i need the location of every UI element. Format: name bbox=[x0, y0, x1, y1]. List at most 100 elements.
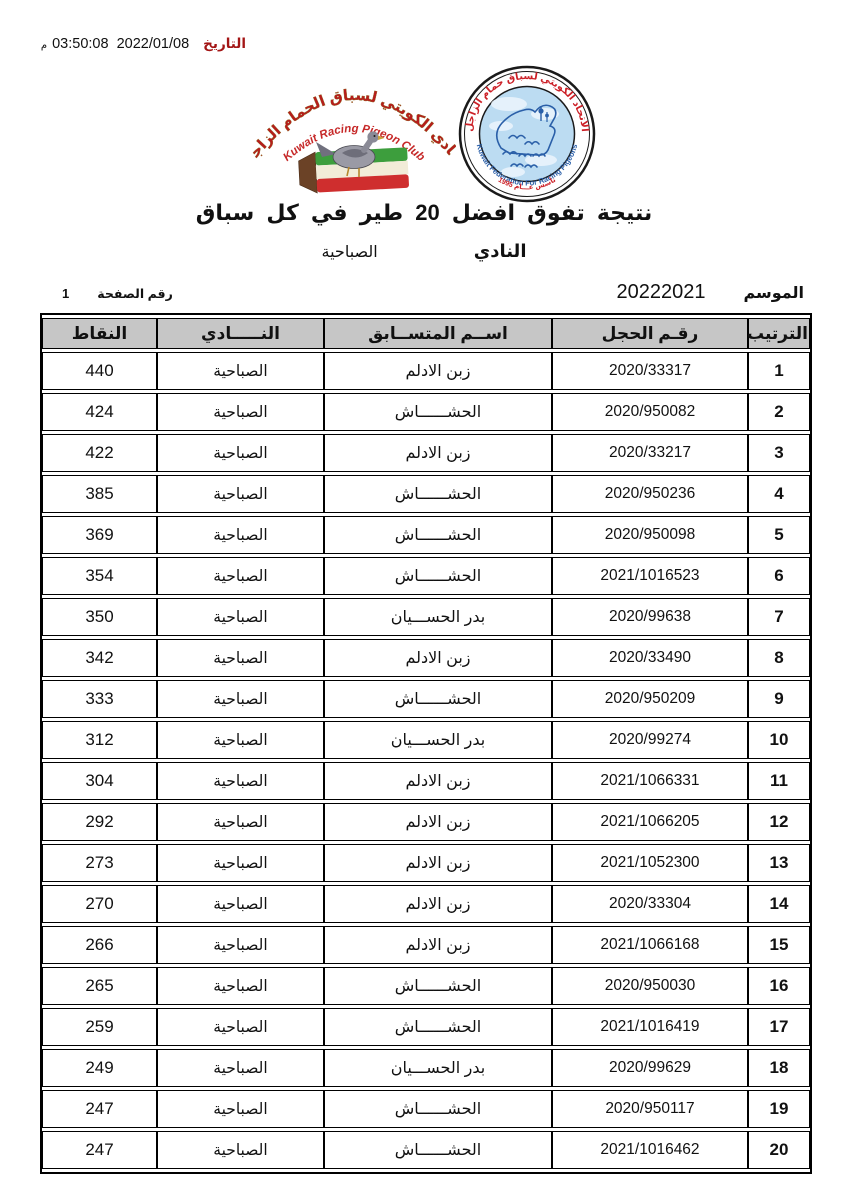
points-cell: 369 bbox=[42, 516, 157, 554]
points-cell: 266 bbox=[42, 926, 157, 964]
table-row: 5 2020/950098 الحشــــــاش الصباحية 369 bbox=[42, 516, 810, 554]
ring-number-cell: 2021/1066331 bbox=[552, 762, 748, 800]
season-value: 20222021 bbox=[616, 281, 706, 303]
points-cell: 270 bbox=[42, 885, 157, 923]
table-row: 18 2020/99629 بدر الحســـيان الصباحية 24… bbox=[42, 1049, 810, 1087]
club-cell: الصباحية bbox=[157, 1090, 324, 1128]
table-row: 2 2020/950082 الحشــــــاش الصباحية 424 bbox=[42, 393, 810, 431]
ring-number-cell: 2021/1016419 bbox=[552, 1008, 748, 1046]
club-label: النادي bbox=[473, 241, 527, 261]
table-header-row: الترتيب رقـم الحجل اســم المتســابق النـ… bbox=[42, 318, 810, 349]
table-row: 10 2020/99274 بدر الحســـيان الصباحية 31… bbox=[42, 721, 810, 759]
table-row: 13 2021/1052300 زبن الادلم الصباحية 273 bbox=[42, 844, 810, 882]
table-row: 14 2020/33304 زبن الادلم الصباحية 270 bbox=[42, 885, 810, 923]
points-cell: 247 bbox=[42, 1090, 157, 1128]
competitor-name-cell: الحشــــــاش bbox=[324, 1090, 552, 1128]
club-cell: الصباحية bbox=[157, 598, 324, 636]
season-row: الموسم 20222021 bbox=[616, 281, 804, 304]
meridiem-label: م bbox=[40, 40, 48, 51]
table-row: 16 2020/950030 الحشــــــاش الصباحية 265 bbox=[42, 967, 810, 1005]
table-row: 11 2021/1066331 زبن الادلم الصباحية 304 bbox=[42, 762, 810, 800]
table-row: 19 2020/950117 الحشــــــاش الصباحية 247 bbox=[42, 1090, 810, 1128]
club-cell: الصباحية bbox=[157, 803, 324, 841]
ring-number-cell: 2021/1016462 bbox=[552, 1131, 748, 1169]
table-row: 17 2021/1016419 الحشــــــاش الصباحية 25… bbox=[42, 1008, 810, 1046]
points-cell: 265 bbox=[42, 967, 157, 1005]
club-cell: الصباحية bbox=[157, 1008, 324, 1046]
results-table: الترتيب رقـم الحجل اســم المتســابق النـ… bbox=[40, 313, 812, 1174]
rank-cell: 7 bbox=[748, 598, 810, 636]
club-cell: الصباحية bbox=[157, 926, 324, 964]
ring-number-cell: 2020/950030 bbox=[552, 967, 748, 1005]
club-cell: الصباحية bbox=[157, 516, 324, 554]
ring-number-cell: 2021/1066168 bbox=[552, 926, 748, 964]
ring-number-cell: 2020/950117 bbox=[552, 1090, 748, 1128]
ring-number-cell: 2020/33317 bbox=[552, 352, 748, 390]
competitor-name-cell: بدر الحســـيان bbox=[324, 721, 552, 759]
competitor-name-cell: زبن الادلم bbox=[324, 926, 552, 964]
club-cell: الصباحية bbox=[157, 1131, 324, 1169]
rank-cell: 16 bbox=[748, 967, 810, 1005]
clouds-graphic bbox=[489, 97, 559, 177]
pigeon-graphic bbox=[316, 131, 385, 177]
rank-cell: 10 bbox=[748, 721, 810, 759]
club-logo: النادي الكويتي لسباق الحمام الزاجل Kuwai… bbox=[252, 70, 456, 194]
club-cell: الصباحية bbox=[157, 844, 324, 882]
rank-cell: 8 bbox=[748, 639, 810, 677]
federation-logo: الاتحاد الكويتي لسباق حمام الزاجل Kuwait… bbox=[458, 65, 596, 203]
ring-number-cell: 2020/99274 bbox=[552, 721, 748, 759]
ring-number-cell: 2020/33217 bbox=[552, 434, 748, 472]
rank-cell: 6 bbox=[748, 557, 810, 595]
ring-number-cell: 2020/33490 bbox=[552, 639, 748, 677]
page-title: نتيجة تفوق افضل 20 طير في كل سباق bbox=[195, 200, 653, 225]
competitor-name-cell: الحشــــــاش bbox=[324, 1131, 552, 1169]
rank-cell: 5 bbox=[748, 516, 810, 554]
competitor-name-cell: زبن الادلم bbox=[324, 762, 552, 800]
club-cell: الصباحية bbox=[157, 680, 324, 718]
competitor-name-cell: الحشــــــاش bbox=[324, 393, 552, 431]
points-cell: 350 bbox=[42, 598, 157, 636]
club-cell: الصباحية bbox=[157, 475, 324, 513]
competitor-name-cell: زبن الادلم bbox=[324, 844, 552, 882]
table-row: 6 2021/1016523 الحشــــــاش الصباحية 354 bbox=[42, 557, 810, 595]
club-cell: الصباحية bbox=[157, 885, 324, 923]
rank-cell: 18 bbox=[748, 1049, 810, 1087]
table-row: 20 2021/1016462 الحشــــــاش الصباحية 24… bbox=[42, 1131, 810, 1169]
date-value: 2022/01/08 bbox=[116, 36, 190, 52]
rank-cell: 20 bbox=[748, 1131, 810, 1169]
competitor-name-cell: الحشــــــاش bbox=[324, 475, 552, 513]
club-cell: الصباحية bbox=[157, 557, 324, 595]
club-cell: الصباحية bbox=[157, 434, 324, 472]
competitor-name-cell: زبن الادلم bbox=[324, 639, 552, 677]
kuwait-map-graphic bbox=[495, 104, 557, 156]
points-cell: 273 bbox=[42, 844, 157, 882]
competitor-name-cell: الحشــــــاش bbox=[324, 680, 552, 718]
competitor-name-cell: بدر الحســـيان bbox=[324, 598, 552, 636]
competitor-name-cell: الحشــــــاش bbox=[324, 1008, 552, 1046]
competitor-name-cell: زبن الادلم bbox=[324, 885, 552, 923]
rank-cell: 9 bbox=[748, 680, 810, 718]
rank-cell: 14 bbox=[748, 885, 810, 923]
club-cell: الصباحية bbox=[157, 1049, 324, 1087]
points-cell: 249 bbox=[42, 1049, 157, 1087]
table-row: 3 2020/33217 زبن الادلم الصباحية 422 bbox=[42, 434, 810, 472]
header-club: النـــــادي bbox=[157, 318, 324, 349]
competitor-name-cell: الحشــــــاش bbox=[324, 516, 552, 554]
club-cell: الصباحية bbox=[157, 639, 324, 677]
points-cell: 333 bbox=[42, 680, 157, 718]
page-number-row: رقم الصفحة 1 bbox=[62, 286, 173, 301]
ring-number-cell: 2020/950209 bbox=[552, 680, 748, 718]
table-row: 1 2020/33317 زبن الادلم الصباحية 440 bbox=[42, 352, 810, 390]
points-cell: 354 bbox=[42, 557, 157, 595]
competitor-name-cell: زبن الادلم bbox=[324, 352, 552, 390]
time-value: 03:50:08 bbox=[52, 36, 109, 52]
table-row: 4 2020/950236 الحشــــــاش الصباحية 385 bbox=[42, 475, 810, 513]
header-competitor-name: اســم المتســابق bbox=[324, 318, 552, 349]
points-cell: 440 bbox=[42, 352, 157, 390]
flying-pigeons-graphic bbox=[502, 134, 546, 169]
club-name: الصباحية bbox=[321, 244, 378, 261]
season-label: الموسم bbox=[743, 285, 804, 302]
rank-cell: 2 bbox=[748, 393, 810, 431]
ring-number-cell: 2020/950098 bbox=[552, 516, 748, 554]
